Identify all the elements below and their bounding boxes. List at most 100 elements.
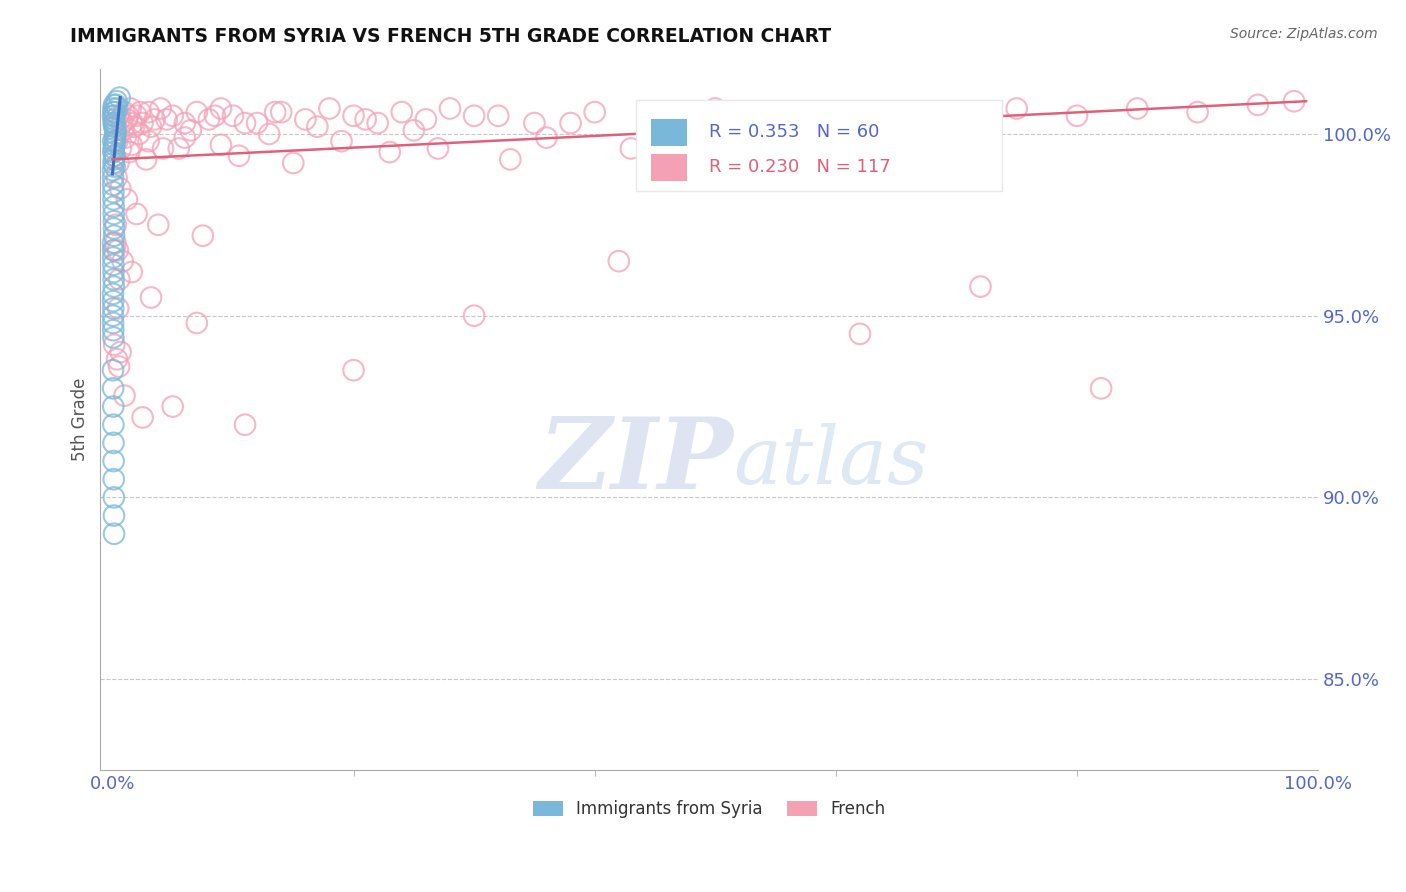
Y-axis label: 5th Grade: 5th Grade xyxy=(72,377,89,461)
Point xyxy=(103,417,125,432)
Point xyxy=(108,112,131,127)
FancyBboxPatch shape xyxy=(651,119,688,145)
Point xyxy=(148,218,170,232)
Point xyxy=(103,337,125,351)
Point xyxy=(110,141,132,155)
Text: ZIP: ZIP xyxy=(538,413,734,509)
Point xyxy=(162,400,184,414)
Point xyxy=(111,116,134,130)
Point xyxy=(1126,102,1149,116)
Point xyxy=(765,109,787,123)
Point xyxy=(103,279,125,293)
Point xyxy=(104,160,127,174)
Point xyxy=(107,301,129,316)
Point xyxy=(945,112,967,127)
Point xyxy=(103,120,125,134)
Point xyxy=(101,286,124,301)
Point xyxy=(824,116,846,130)
Text: R = 0.230   N = 117: R = 0.230 N = 117 xyxy=(709,159,891,177)
FancyBboxPatch shape xyxy=(636,100,1001,191)
Point xyxy=(101,170,124,185)
Point xyxy=(1282,94,1305,108)
Point xyxy=(101,363,124,377)
Point xyxy=(330,134,353,148)
Point xyxy=(105,102,128,116)
Text: R = 0.353   N = 60: R = 0.353 N = 60 xyxy=(709,123,880,141)
Point xyxy=(969,279,991,293)
Point xyxy=(233,116,256,130)
Point xyxy=(486,109,509,123)
Point xyxy=(103,454,125,468)
Point xyxy=(800,120,823,134)
Point xyxy=(103,258,125,272)
Point xyxy=(180,123,202,137)
Point xyxy=(121,265,143,279)
Point xyxy=(120,102,142,116)
Point xyxy=(107,109,129,123)
Point xyxy=(121,137,143,152)
Text: IMMIGRANTS FROM SYRIA VS FRENCH 5TH GRADE CORRELATION CHART: IMMIGRANTS FROM SYRIA VS FRENCH 5TH GRAD… xyxy=(70,27,831,45)
Point xyxy=(1066,109,1088,123)
Point xyxy=(103,105,125,120)
Point xyxy=(198,112,221,127)
Point xyxy=(103,323,125,337)
Point xyxy=(104,127,127,141)
Point xyxy=(107,244,129,258)
Point xyxy=(115,112,138,127)
Point xyxy=(122,120,145,134)
Point xyxy=(655,137,678,152)
Point xyxy=(114,130,136,145)
Point xyxy=(103,116,125,130)
Point xyxy=(103,301,125,316)
Point xyxy=(607,254,630,268)
Point xyxy=(367,116,389,130)
Point xyxy=(415,112,437,127)
Point xyxy=(103,112,125,127)
Point xyxy=(294,112,316,127)
FancyBboxPatch shape xyxy=(651,154,688,181)
Point xyxy=(776,127,799,141)
Point xyxy=(103,221,125,235)
Point xyxy=(103,153,125,167)
Point xyxy=(143,112,166,127)
Point xyxy=(103,200,125,214)
Point xyxy=(103,214,125,228)
Point xyxy=(101,316,124,330)
Point xyxy=(173,130,195,145)
Point xyxy=(112,123,135,137)
Point xyxy=(103,149,125,163)
Point xyxy=(105,134,128,148)
Point xyxy=(233,417,256,432)
Point xyxy=(114,105,136,120)
Point xyxy=(681,105,703,120)
Point xyxy=(131,410,153,425)
Point xyxy=(122,116,145,130)
Point xyxy=(101,109,124,123)
Point xyxy=(101,244,124,258)
Point xyxy=(129,105,152,120)
Point xyxy=(103,272,125,286)
Point xyxy=(115,193,138,207)
Point xyxy=(103,109,125,123)
Point xyxy=(264,105,287,120)
Point xyxy=(103,526,125,541)
Point xyxy=(342,109,364,123)
Point xyxy=(105,170,128,185)
Point xyxy=(103,472,125,486)
Point xyxy=(105,98,128,112)
Point xyxy=(101,309,124,323)
Point xyxy=(101,294,124,309)
Point xyxy=(135,153,157,167)
Point xyxy=(104,134,127,148)
Point xyxy=(103,102,125,116)
Point xyxy=(110,345,132,359)
Point xyxy=(560,116,582,130)
Point xyxy=(186,105,208,120)
Point xyxy=(104,235,127,250)
Point xyxy=(499,153,522,167)
Point xyxy=(125,109,148,123)
Point xyxy=(105,94,128,108)
Point xyxy=(103,491,125,505)
Point xyxy=(104,105,127,120)
Point xyxy=(209,102,232,116)
